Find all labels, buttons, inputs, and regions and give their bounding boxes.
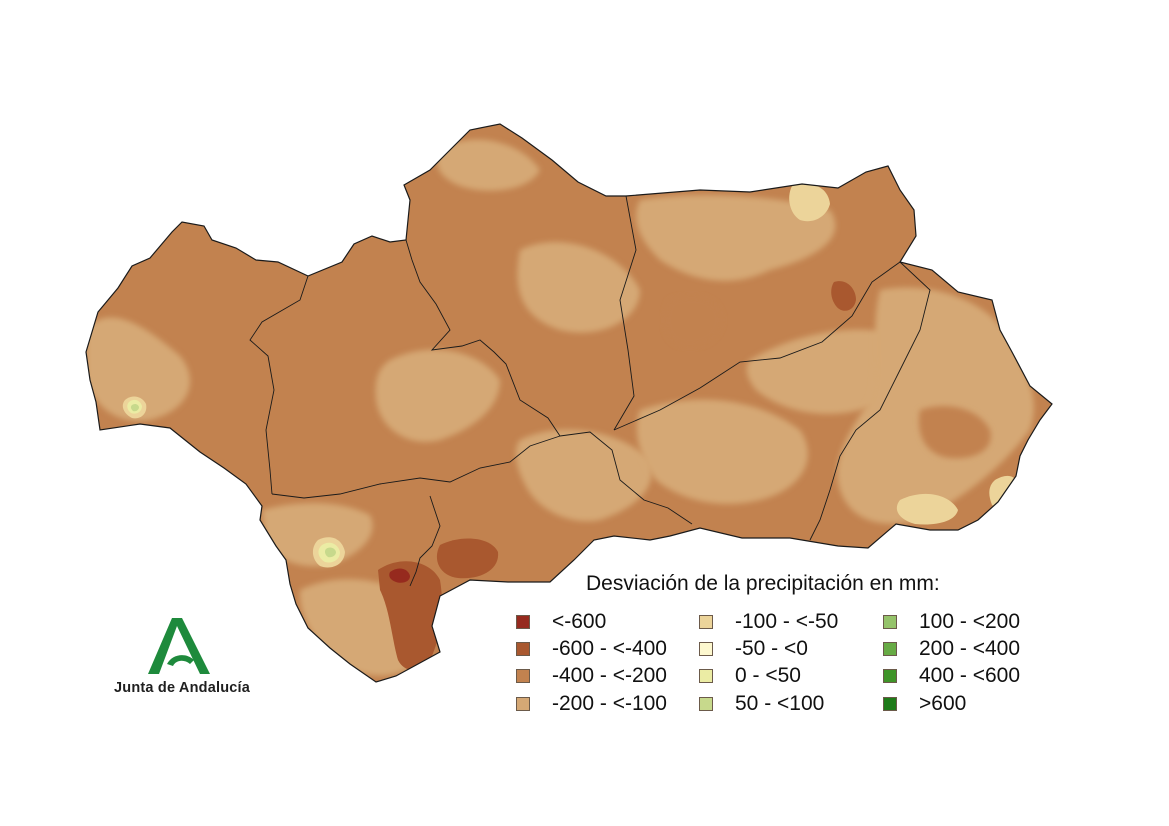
map-class-area — [636, 399, 808, 504]
logo-a-mark — [148, 618, 210, 674]
legend-swatch — [883, 641, 897, 656]
legend-swatch — [699, 696, 713, 711]
legend-label: 100 - <200 — [919, 609, 1021, 633]
legend-item: -600 - <-400 — [516, 635, 667, 662]
border-malaga-granada — [559, 431, 693, 525]
legend-label: -400 - <-200 — [552, 664, 667, 688]
border-cadiz-malaga — [409, 495, 441, 587]
legend-label: 0 - <50 — [735, 664, 801, 688]
legend-label: -100 - <-50 — [735, 609, 839, 633]
map-class-area — [517, 242, 640, 333]
map-class-area — [436, 538, 499, 579]
map-class-area — [896, 493, 958, 525]
border-huelva-sevilla — [249, 275, 309, 495]
legend-column-3: 100 - <200 200 - <400 400 - <600 >600 — [883, 608, 1020, 717]
map-class-area — [636, 195, 836, 281]
legend-swatch — [883, 669, 897, 684]
legend-label: >600 — [919, 691, 967, 715]
map-class-area — [919, 406, 991, 459]
legend-swatch — [516, 641, 530, 656]
legend-item: -200 - <-100 — [516, 690, 667, 717]
legend-swatch — [516, 669, 530, 684]
legend-item: 50 - <100 — [699, 690, 838, 717]
province-borders — [249, 195, 931, 587]
legend-item: >600 — [883, 690, 1020, 717]
legend-item: 200 - <400 — [883, 635, 1020, 662]
legend-swatch — [699, 641, 713, 656]
legend-label: 50 - <100 — [735, 691, 825, 715]
legend-item: 400 - <600 — [883, 663, 1020, 690]
map-class-area — [378, 561, 442, 670]
legend-item: -100 - <-50 — [699, 608, 838, 635]
legend-title: Desviación de la precipitación en mm: — [586, 572, 940, 595]
legend-label: -50 - <0 — [735, 636, 808, 660]
legend-swatch — [699, 669, 713, 684]
legend-swatch — [516, 696, 530, 711]
legend-label: -600 - <-400 — [552, 636, 667, 660]
region-outline — [85, 123, 1053, 683]
legend-swatch — [516, 614, 530, 629]
legend-swatch — [883, 614, 897, 629]
legend-label: 200 - <400 — [919, 636, 1021, 660]
legend-item: 100 - <200 — [883, 608, 1020, 635]
legend-label: -200 - <-100 — [552, 691, 667, 715]
map-class-area — [86, 317, 190, 421]
map-class-area — [262, 503, 373, 567]
map-class-area — [130, 403, 139, 412]
junta-andalucia-logo — [148, 618, 210, 674]
legend-label: <-600 — [552, 609, 607, 633]
border-cordoba-jaen — [613, 195, 637, 431]
legend-column-1: <-600 -600 - <-400 -400 - <-200 -200 - <-10… — [516, 608, 667, 717]
legend-item: -400 - <-200 — [516, 663, 667, 690]
legend-item: -50 - <0 — [699, 635, 838, 662]
legend-item: 0 - <50 — [699, 663, 838, 690]
logo-text: Junta de Andalucía — [114, 680, 251, 696]
border-jaen-granada — [613, 261, 901, 431]
legend-column-2: -100 - <-50 -50 - <0 0 - <50 50 - <100 — [699, 608, 838, 717]
map-class-area — [789, 183, 830, 222]
map-class-area — [831, 281, 856, 311]
map-class-area — [324, 547, 336, 558]
map-class-area — [837, 287, 1034, 524]
map-class-area — [389, 568, 410, 583]
logo-a-swoosh — [167, 655, 194, 666]
legend-swatch — [699, 614, 713, 629]
map-class-area — [436, 139, 540, 191]
legend-item: <-600 — [516, 608, 667, 635]
map-class-area — [375, 349, 500, 442]
border-granada-almeria — [809, 261, 931, 541]
legend-label: 400 - <600 — [919, 664, 1021, 688]
border-sevilla-cadiz — [271, 435, 561, 499]
border-sevilla-cordoba — [405, 239, 561, 437]
legend-swatch — [883, 696, 897, 711]
map-class-area — [515, 429, 652, 522]
map-class-area — [664, 296, 722, 347]
